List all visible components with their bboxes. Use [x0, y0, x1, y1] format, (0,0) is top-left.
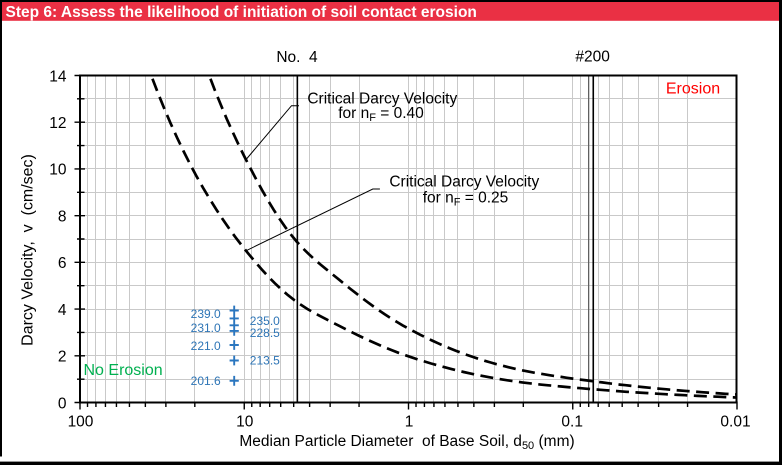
svg-text:#200: #200: [575, 49, 610, 66]
svg-text:10: 10: [236, 414, 254, 431]
svg-text:228.5: 228.5: [250, 326, 280, 340]
svg-text:for nF = 0.25: for nF = 0.25: [423, 190, 509, 209]
svg-text:0.1: 0.1: [561, 414, 583, 431]
svg-text:2: 2: [58, 349, 67, 366]
svg-text:for nF = 0.40: for nF = 0.40: [338, 105, 424, 124]
svg-text:Darcy Velocity, v (cm/sec): Darcy Velocity, v (cm/sec): [20, 154, 37, 346]
svg-text:239.0: 239.0: [191, 307, 221, 321]
svg-text:8: 8: [58, 208, 67, 225]
svg-text:Critical Darcy Velocity: Critical Darcy Velocity: [307, 91, 457, 108]
svg-text:6: 6: [58, 255, 67, 272]
svg-text:201.6: 201.6: [191, 374, 221, 388]
svg-text:Critical Darcy Velocity: Critical Darcy Velocity: [389, 174, 539, 191]
svg-text:No. 4: No. 4: [276, 49, 318, 66]
svg-text:231.0: 231.0: [191, 321, 221, 335]
svg-text:100: 100: [68, 414, 94, 431]
svg-text:14: 14: [49, 68, 67, 85]
svg-text:No Erosion: No Erosion: [84, 362, 163, 379]
svg-text:0: 0: [58, 395, 67, 412]
svg-text:10: 10: [49, 162, 67, 179]
svg-text:4: 4: [58, 302, 67, 319]
svg-text:Erosion: Erosion: [666, 81, 720, 98]
svg-text:Step 6: Assess the likelihood: Step 6: Assess the likelihood of initiat…: [6, 4, 477, 21]
svg-text:1: 1: [405, 414, 414, 431]
svg-text:12: 12: [49, 115, 66, 132]
svg-text:221.0: 221.0: [191, 339, 221, 353]
svg-text:213.5: 213.5: [250, 354, 280, 368]
svg-text:235.0: 235.0: [250, 314, 280, 328]
svg-text:0.01: 0.01: [720, 414, 750, 431]
svg-text:Median Particle Diameter of B: Median Particle Diameter of Base Soil, d…: [239, 433, 574, 452]
